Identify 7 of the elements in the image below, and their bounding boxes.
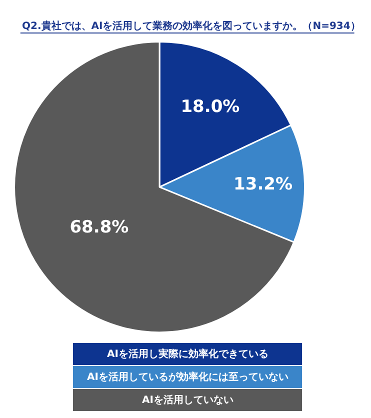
data-label: 18.0% [180,97,240,118]
data-label: 13.2% [234,174,293,194]
legend-label: AIを活用し実際に効率化できている [107,348,268,360]
legend-label: AIを活用しているが効率化には至っていない [87,371,288,383]
slice-label: AIを活用していない [142,394,234,406]
chart-title: Q2.貴社では、AIを活用して業務の効率化を図っていますか。（N=934） [22,20,360,32]
data-label: 68.8% [70,218,129,238]
